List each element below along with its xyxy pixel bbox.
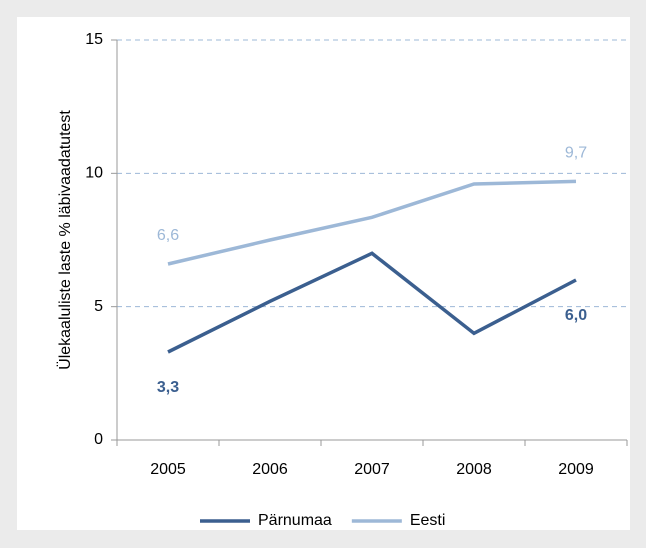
- series-line: [167, 179, 577, 266]
- y-tick-label: 5: [94, 298, 103, 315]
- x-tick-label: 2005: [150, 461, 186, 478]
- data-label: 6,0: [565, 307, 587, 324]
- y-axis-title: Ülekaaluliste laste % läbivaadatutest: [56, 110, 74, 370]
- x-tick-label: 2007: [354, 461, 390, 478]
- series-line: [167, 251, 577, 354]
- x-tick-label: 2009: [558, 461, 594, 478]
- legend-label: Eesti: [410, 512, 446, 529]
- chart-area: [17, 17, 630, 530]
- x-tick-label: 2006: [252, 461, 288, 478]
- y-tick-label: 0: [94, 431, 103, 448]
- data-label: 9,7: [565, 145, 587, 162]
- legend-label: Pärnumaa: [258, 512, 332, 529]
- data-label: 3,3: [157, 379, 179, 396]
- x-tick-label: 2008: [456, 461, 492, 478]
- y-tick-label: 10: [85, 165, 103, 182]
- y-tick-label: 15: [85, 31, 103, 48]
- data-label: 6,6: [157, 227, 179, 244]
